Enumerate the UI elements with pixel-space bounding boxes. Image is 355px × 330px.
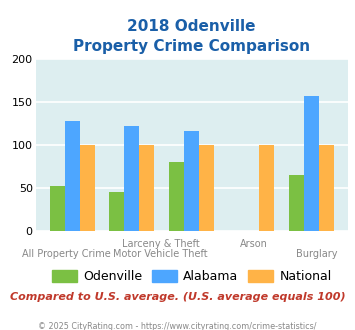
- Bar: [50, 186, 65, 231]
- Title: 2018 Odenville
Property Crime Comparison: 2018 Odenville Property Crime Comparison: [73, 19, 310, 54]
- Text: Burglary: Burglary: [296, 249, 337, 259]
- Bar: [140, 145, 154, 231]
- Bar: [304, 96, 319, 231]
- Bar: [199, 145, 214, 231]
- Bar: [184, 131, 199, 231]
- Bar: [259, 145, 274, 231]
- Text: Larceny & Theft: Larceny & Theft: [121, 239, 200, 249]
- Bar: [319, 145, 334, 231]
- Bar: [125, 126, 140, 231]
- Bar: [169, 162, 184, 231]
- Bar: [65, 121, 80, 231]
- Legend: Odenville, Alabama, National: Odenville, Alabama, National: [47, 265, 337, 288]
- Text: Arson: Arson: [240, 239, 268, 249]
- Text: © 2025 CityRating.com - https://www.cityrating.com/crime-statistics/: © 2025 CityRating.com - https://www.city…: [38, 322, 317, 330]
- Bar: [289, 175, 304, 231]
- Text: Motor Vehicle Theft: Motor Vehicle Theft: [113, 249, 208, 259]
- Text: All Property Crime: All Property Crime: [22, 249, 111, 259]
- Bar: [80, 145, 94, 231]
- Text: Compared to U.S. average. (U.S. average equals 100): Compared to U.S. average. (U.S. average …: [10, 292, 345, 302]
- Bar: [109, 192, 125, 231]
